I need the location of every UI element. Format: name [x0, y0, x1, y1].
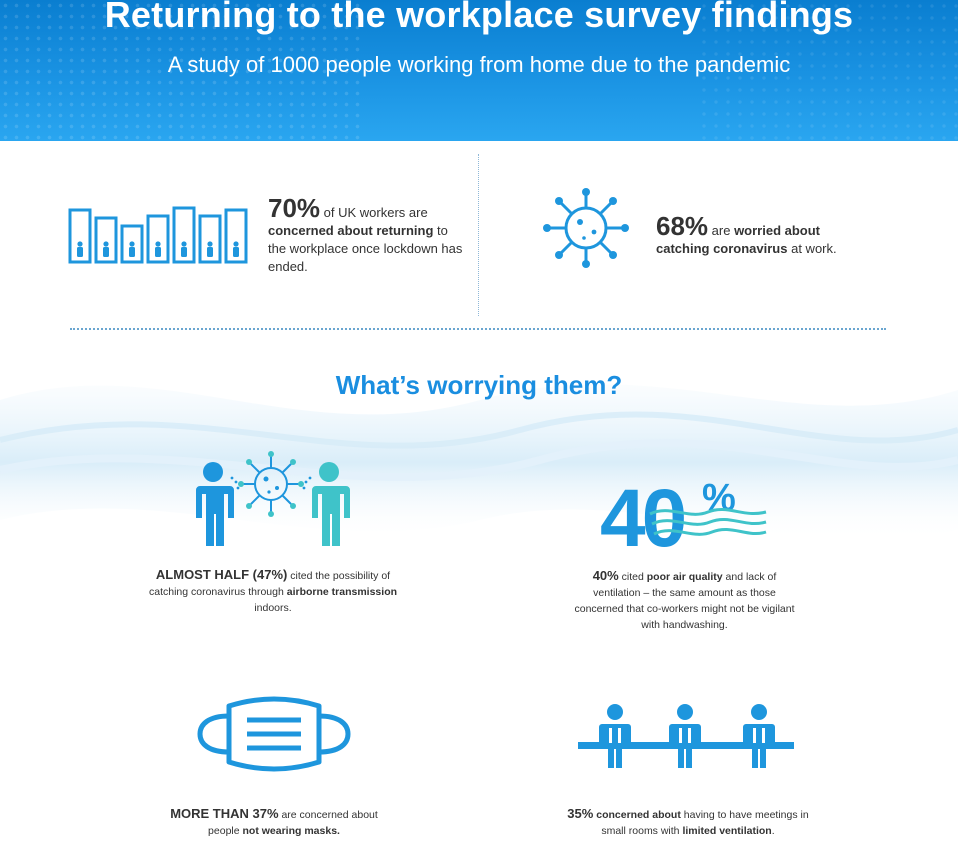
caption-airborne-bold: airborne transmission	[286, 586, 398, 598]
page-title: Returning to the workplace survey findin…	[104, 0, 854, 35]
meeting-table-icon	[578, 704, 794, 768]
stat-68-text-1: are	[708, 223, 735, 238]
horizontal-divider	[70, 328, 886, 330]
caption-airborne: ALMOST HALF (47%) cited the possibility …	[138, 567, 408, 616]
forty-graphic-number: 40	[600, 473, 685, 564]
caption-air-text-1: cited	[618, 571, 647, 583]
caption-meetings: 35% concerned about having to have meeti…	[560, 806, 816, 839]
section-title: What’s worrying them?	[335, 370, 623, 400]
stat-68-text-2: at work.	[787, 241, 837, 256]
virus-icon	[543, 188, 629, 268]
caption-meetings-bold-1: concerned about	[593, 809, 681, 821]
stat-70-figure: 70%	[268, 193, 321, 223]
caption-masks: MORE THAN 37% are concerned about people…	[158, 806, 390, 839]
caption-airborne-text-2: indoors.	[254, 602, 292, 614]
caption-masks-bold: not wearing masks.	[242, 825, 340, 837]
caption-masks-lead: MORE THAN 37%	[170, 806, 279, 821]
stat-70-text-2: to the workplace once lockdown has ended…	[268, 223, 463, 274]
stat-68-figure: 68%	[656, 211, 709, 241]
people-virus-icon	[196, 451, 350, 546]
stat-70-bold: concerned about returning	[268, 223, 434, 238]
caption-airborne-lead: ALMOST HALF (47%)	[155, 567, 288, 582]
stat-70-percent: 70% of UK workers are concerned about re…	[268, 195, 468, 276]
caption-air-lead: 40%	[592, 568, 619, 583]
header-dot-pattern-right	[698, 0, 958, 141]
caption-meetings-text-1: having to have meetings in small rooms w…	[601, 809, 809, 837]
header-dot-pattern	[0, 0, 360, 141]
vertical-divider	[478, 154, 479, 316]
header-banner: Returning to the workplace survey findin…	[0, 0, 958, 141]
caption-airborne-text-1: cited the possibility of catching corona…	[148, 570, 391, 598]
stat-68-bold: worried about catching coronavirus	[656, 223, 821, 256]
caption-air-text-2: and lack of ventilation – the same amoun…	[574, 571, 795, 631]
page-subtitle: A study of 1000 people working from home…	[167, 52, 791, 77]
stat-70-text-1: of UK workers are	[320, 205, 428, 220]
wave-background	[0, 384, 958, 541]
buildings-people-icon	[68, 206, 248, 264]
caption-masks-text-1: are concerned about people	[208, 809, 378, 837]
caption-meetings-bold-2: limited ventilation	[682, 825, 772, 837]
caption-meetings-lead: 35%	[567, 806, 594, 821]
stat-68-percent: 68% are worried about catching coronavir…	[656, 213, 856, 258]
caption-air-bold: poor air quality	[646, 571, 723, 583]
caption-meetings-text-2: .	[771, 825, 775, 837]
face-mask-icon	[197, 696, 351, 772]
forty-percent-graphic: 40 %	[600, 473, 767, 564]
caption-air-quality: 40% cited poor air quality and lack of v…	[572, 568, 797, 633]
